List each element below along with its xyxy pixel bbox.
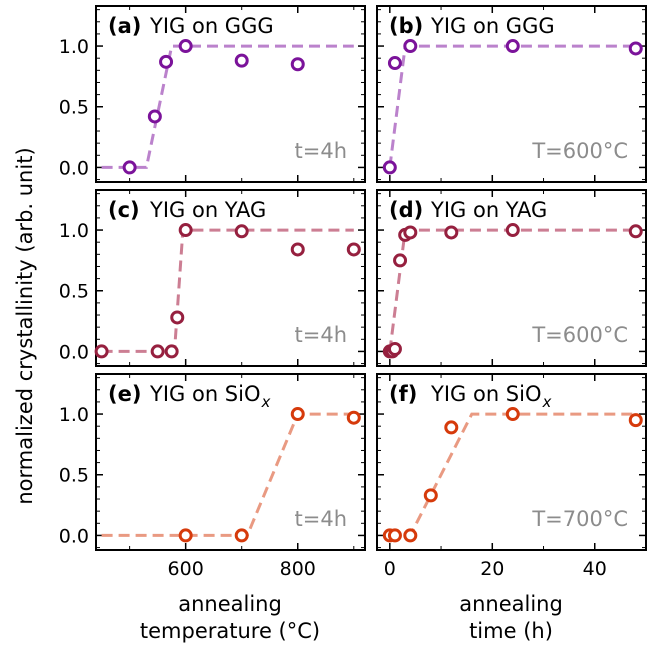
x-tick-label: 40 xyxy=(583,558,607,580)
panel-c: 0.0 0.5 1.0 (c) YIG on YAG t=4h xyxy=(59,189,366,367)
panel-title-subscript: x xyxy=(542,393,552,411)
data-point xyxy=(178,223,193,238)
x-tick-label: 0 xyxy=(384,558,396,580)
data-point xyxy=(346,242,361,257)
data-point xyxy=(234,224,249,239)
fit-line xyxy=(101,412,354,537)
panel-annotation: T=600°C xyxy=(531,139,628,163)
y-tick-label: 0.5 xyxy=(59,97,89,119)
axes-frame xyxy=(376,5,647,183)
y-axis-title: normalized crystallinity (arb. unit) xyxy=(13,147,37,504)
data-point xyxy=(178,39,193,54)
data-point xyxy=(403,528,418,543)
y-tick-label: 1.0 xyxy=(59,36,89,58)
panel-title: YIG on SiO xyxy=(149,382,261,406)
fit-line xyxy=(101,228,354,353)
y-tick-label: 0.0 xyxy=(59,525,89,547)
axes-frame xyxy=(95,189,366,367)
axes-frame xyxy=(376,373,647,551)
data-point xyxy=(505,223,520,238)
data-point xyxy=(387,342,402,357)
y-tick-label: 0.5 xyxy=(59,465,89,487)
data-point xyxy=(159,54,174,69)
data-point xyxy=(387,528,402,543)
data-point xyxy=(423,488,438,503)
panel-letter: (c) xyxy=(108,198,140,222)
data-point xyxy=(122,160,137,175)
data-point xyxy=(393,253,408,268)
panel-annotation: t=4h xyxy=(295,507,348,531)
data-point xyxy=(290,407,305,422)
y-tick-label: 1.0 xyxy=(59,404,89,426)
panel-e: 0.0 0.5 1.0 600 800 (e) YIG on SiO x t=4h xyxy=(59,373,366,580)
x-axis-title-right-line2: time (h) xyxy=(469,619,553,643)
data-point xyxy=(403,225,418,240)
axes-frame xyxy=(95,373,366,551)
data-point xyxy=(628,413,643,428)
panel-f: 0 20 40 (f) YIG on SiO x T=700°C xyxy=(376,373,647,580)
y-tick-label: 0.5 xyxy=(59,281,89,303)
panel-annotation: t=4h xyxy=(295,323,348,347)
x-tick-label: 800 xyxy=(280,558,316,580)
panel-annotation: T=700°C xyxy=(531,507,628,531)
data-point xyxy=(628,41,643,56)
data-point xyxy=(290,57,305,72)
panel-letter: (a) xyxy=(108,14,141,38)
x-axis-title-right-line1: annealing xyxy=(459,592,563,616)
panel-title: YIG on GGG xyxy=(430,14,555,38)
panel-title-subscript: x xyxy=(261,393,271,411)
x-axis-title-left-line1: annealing xyxy=(178,592,282,616)
data-point xyxy=(505,407,520,422)
data-point xyxy=(403,39,418,54)
data-point xyxy=(628,224,643,239)
data-point xyxy=(234,528,249,543)
data-point xyxy=(170,310,185,325)
panel-d: (d) YIG on YAG T=600°C xyxy=(376,189,647,367)
data-point xyxy=(164,344,179,359)
data-point xyxy=(147,109,162,124)
x-axis-title-left-line2: temperature (°C) xyxy=(140,619,320,643)
panel-title: YIG on YAG xyxy=(430,198,547,222)
data-point xyxy=(346,410,361,425)
panel-title: YIG on GGG xyxy=(149,14,274,38)
data-point xyxy=(444,420,459,435)
data-point xyxy=(505,39,520,54)
panel-letter: (b) xyxy=(389,14,423,38)
y-tick-label: 1.0 xyxy=(59,220,89,242)
axes-frame xyxy=(95,5,366,183)
panel-title: YIG on SiO xyxy=(430,382,542,406)
data-point xyxy=(178,528,193,543)
panel-annotation: t=4h xyxy=(295,139,348,163)
x-tick-label: 20 xyxy=(480,558,504,580)
data-point xyxy=(234,53,249,68)
panel-annotation: T=600°C xyxy=(531,323,628,347)
panel-letter: (f) xyxy=(389,382,417,406)
axes-frame xyxy=(376,189,647,367)
x-tick-label: 600 xyxy=(168,558,204,580)
data-point xyxy=(150,344,165,359)
data-point xyxy=(387,56,402,71)
panel-b: (b) YIG on GGG T=600°C xyxy=(376,5,647,183)
panel-title: YIG on YAG xyxy=(149,198,266,222)
y-tick-label: 0.0 xyxy=(59,341,89,363)
panel-letter: (d) xyxy=(389,198,423,222)
y-tick-label: 0.0 xyxy=(59,157,89,179)
data-point xyxy=(94,344,109,359)
data-point xyxy=(382,160,397,175)
panel-a: 0.0 0.5 1.0 (a) YIG on GGG t=4h xyxy=(59,5,366,183)
data-point xyxy=(290,242,305,257)
data-point xyxy=(444,225,459,240)
panel-letter: (e) xyxy=(108,382,141,406)
